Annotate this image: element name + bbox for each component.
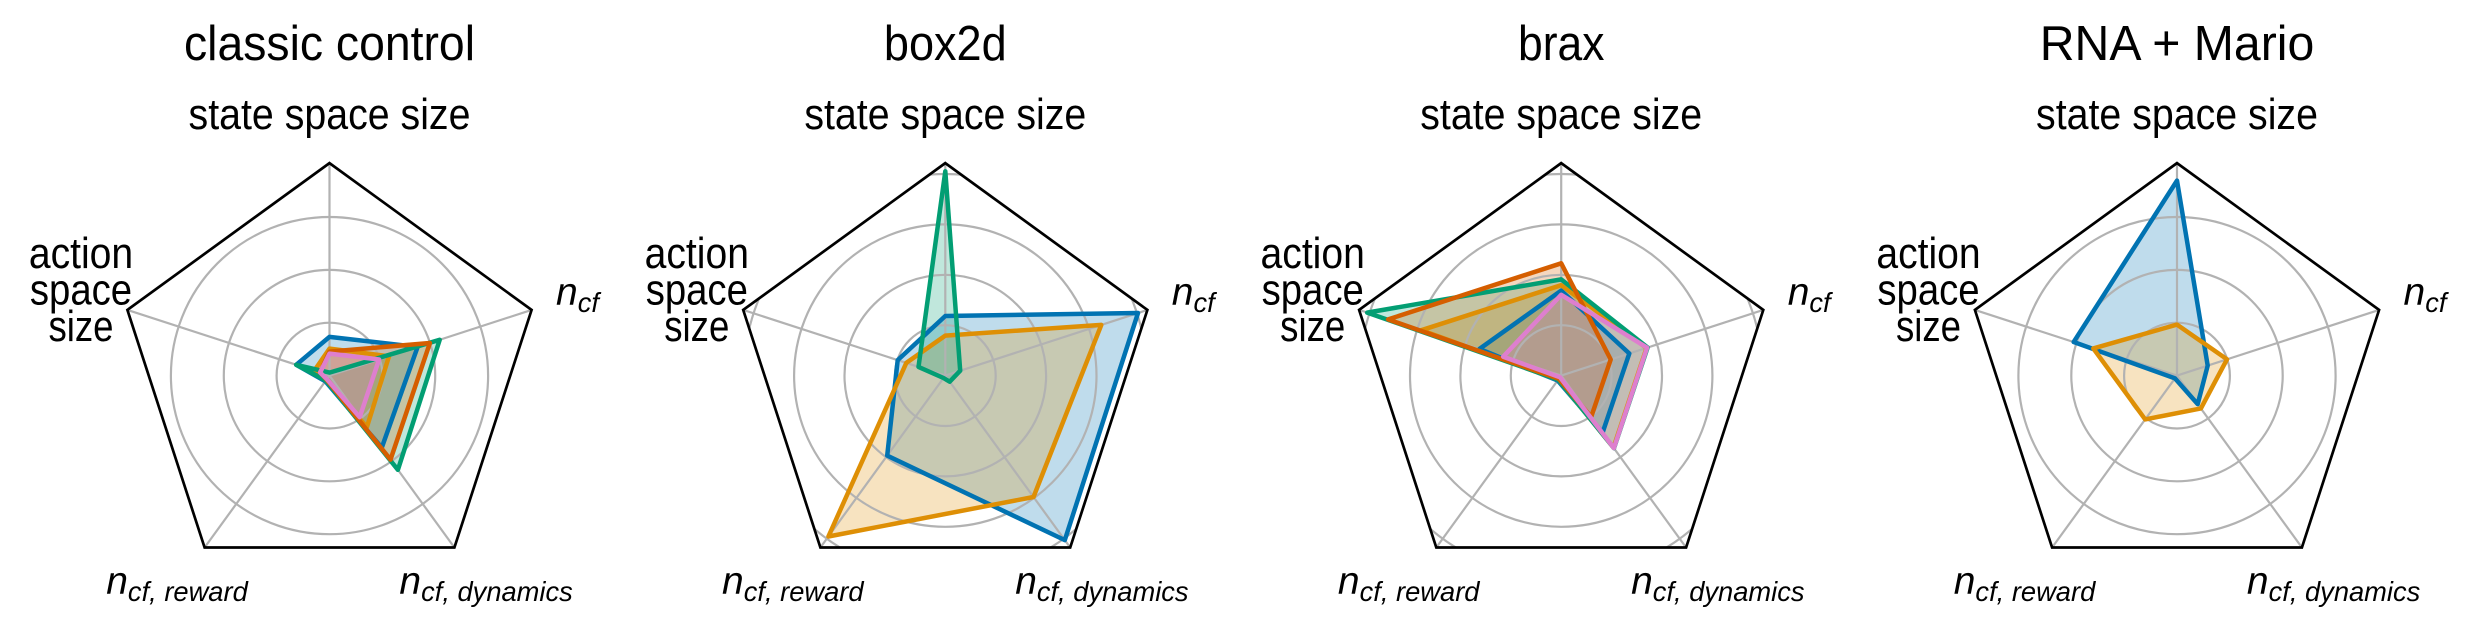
svg-text:action: action	[29, 229, 133, 278]
svg-text:space: space	[646, 266, 748, 315]
svg-text:action: action	[1261, 229, 1365, 278]
svg-text:space: space	[1262, 266, 1364, 315]
svg-text:size: size	[1896, 302, 1961, 351]
svg-text:space: space	[1877, 266, 1979, 315]
svg-text:classic control: classic control	[184, 16, 475, 71]
svg-text:RNA + Mario: RNA + Mario	[2040, 16, 2315, 71]
svg-text:size: size	[664, 302, 729, 351]
svg-text:action: action	[645, 229, 749, 278]
svg-text:size: size	[1280, 302, 1345, 351]
svg-text:state space size: state space size	[804, 90, 1086, 139]
svg-text:box2d: box2d	[884, 16, 1007, 71]
svg-text:state space size: state space size	[1420, 90, 1702, 139]
svg-text:space: space	[30, 266, 132, 315]
svg-text:size: size	[48, 302, 113, 351]
svg-text:action: action	[1876, 229, 1980, 278]
svg-text:brax: brax	[1518, 16, 1605, 71]
svg-text:state space size: state space size	[2036, 90, 2318, 139]
svg-text:state space size: state space size	[189, 90, 471, 139]
